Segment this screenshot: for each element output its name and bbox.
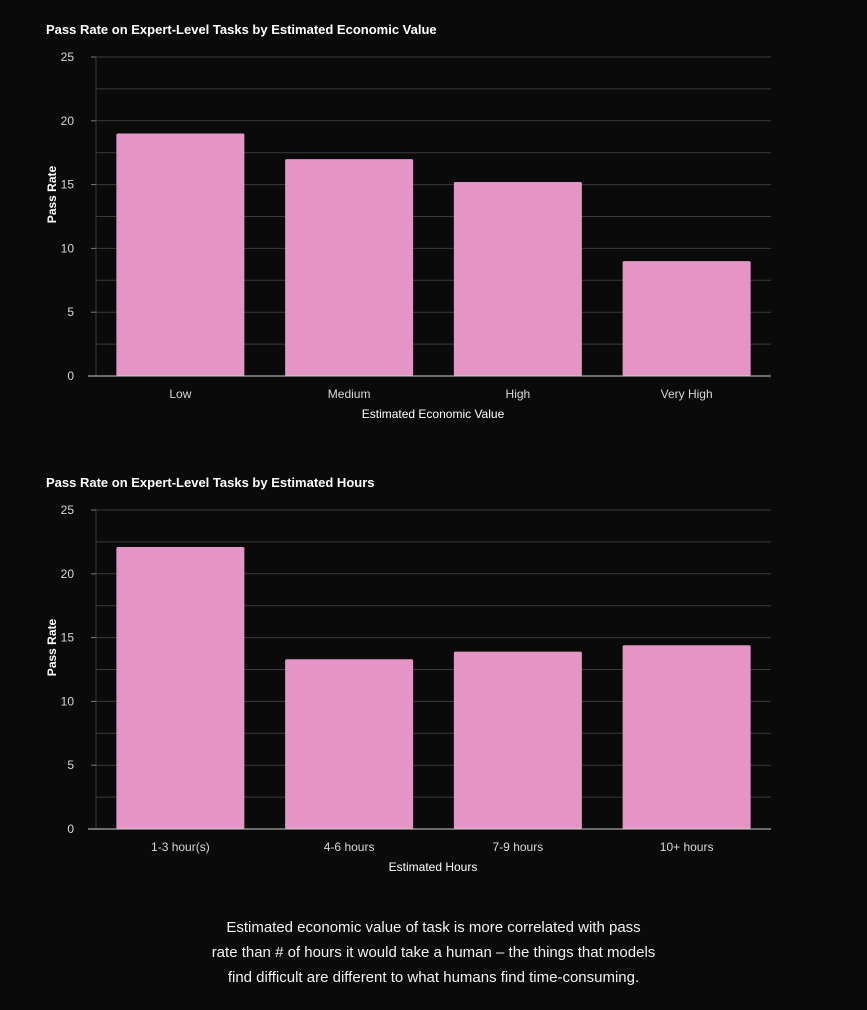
y-tick-label: 0 — [67, 369, 74, 383]
bar — [622, 645, 751, 829]
y-tick-label: 0 — [67, 822, 74, 836]
y-tick-label: 15 — [61, 178, 75, 192]
x-tick-label: 10+ hours — [660, 840, 714, 854]
bar — [453, 651, 582, 829]
economic-value-plot: 0 5 10 15 20 25 Low Medium High Very High Estimate… — [45, 50, 771, 421]
caption-line: Estimated economic value of task is more… — [226, 919, 641, 936]
y-tick-label: 20 — [61, 114, 75, 128]
y-tick-label: 5 — [67, 305, 74, 319]
y-tick-label: 5 — [67, 758, 74, 772]
bar — [453, 182, 582, 376]
chart-title: Pass Rate on Expert-Level Tasks by Estim… — [46, 475, 375, 490]
bar — [285, 659, 414, 829]
caption-line: find difficult are different to what hum… — [227, 969, 640, 986]
bar — [622, 261, 751, 376]
economic-value-chart: Pass Rate on Expert-Level Tasks by Estim… — [0, 22, 867, 432]
y-tick-label: 25 — [61, 50, 75, 64]
bar — [116, 547, 245, 829]
x-tick-label: 7-9 hours — [493, 840, 544, 854]
x-axis-label: Estimated Economic Value — [362, 407, 505, 421]
y-axis-label: Pass Rate — [45, 618, 59, 676]
x-tick-label: Medium — [328, 387, 371, 401]
caption: Estimated economic value of task is more… — [0, 915, 867, 990]
x-axis-label: Estimated Hours — [389, 860, 478, 874]
chart-title: Pass Rate on Expert-Level Tasks by Estim… — [46, 22, 437, 37]
x-tick-label: 4-6 hours — [324, 840, 375, 854]
estimated-hours-plot: 0 5 10 15 20 25 1-3 hour(s) 4-6 hours 7-9 hours 1… — [45, 503, 771, 874]
x-tick-label: Low — [169, 387, 191, 401]
caption-line: rate than # of hours it would take a hum… — [211, 944, 656, 961]
y-tick-label: 25 — [61, 503, 75, 517]
x-tick-label: Very High — [661, 387, 713, 401]
y-tick-label: 10 — [61, 694, 75, 708]
y-axis-label: Pass Rate — [45, 165, 59, 223]
x-tick-label: 1-3 hour(s) — [151, 840, 210, 854]
y-tick-label: 15 — [61, 631, 75, 645]
y-tick-label: 20 — [61, 567, 75, 581]
x-tick-label: High — [506, 387, 531, 401]
bar — [116, 133, 245, 376]
estimated-hours-chart: Pass Rate on Expert-Level Tasks by Estim… — [0, 475, 867, 885]
bar — [285, 159, 414, 376]
y-tick-label: 10 — [61, 241, 75, 255]
